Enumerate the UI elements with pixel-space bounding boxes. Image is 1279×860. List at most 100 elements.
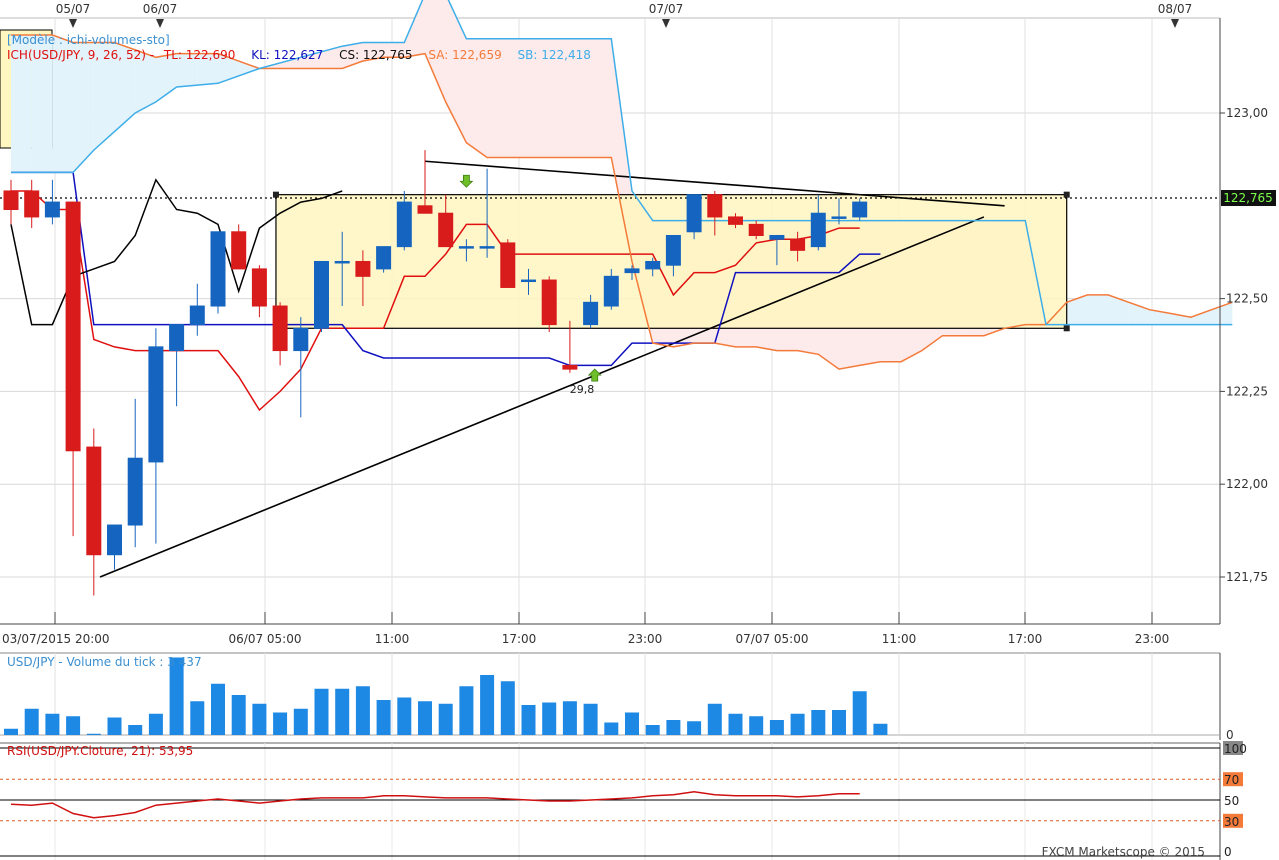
candle-body	[189, 305, 205, 326]
candle-body	[231, 231, 247, 270]
volume-bar	[148, 713, 163, 735]
time-tick-label: 03/07/2015 20:00	[2, 632, 110, 646]
cloud-segment	[218, 53, 239, 84]
candle-body	[417, 205, 433, 214]
cloud-segment	[590, 38, 612, 158]
candle-body	[541, 279, 557, 326]
signal-markers	[459, 174, 602, 382]
candle	[479, 168, 495, 258]
volume-panel[interactable]: USD/JPY - Volume du tick : 3 437 0	[0, 652, 1234, 742]
cloud-segment	[321, 46, 343, 69]
candle-body	[44, 201, 60, 218]
cloud-segment	[342, 42, 363, 69]
candle-body	[707, 194, 723, 218]
rsi-tick-label: 100	[1224, 742, 1247, 756]
range-box-handle	[1063, 325, 1070, 332]
volume-bar	[314, 688, 329, 735]
candle	[728, 213, 743, 229]
range-box-handle	[272, 191, 279, 198]
candle	[24, 179, 40, 229]
cloud-segment	[487, 38, 508, 158]
volume-bar	[45, 713, 60, 735]
top-date-label: 05/07	[56, 2, 91, 16]
trendline	[99, 216, 985, 578]
volume-bar	[273, 712, 288, 735]
cloud-segment	[11, 35, 32, 173]
volume-bar	[418, 701, 432, 735]
candle	[127, 398, 143, 548]
cloud-segment	[1066, 294, 1088, 325]
rsi-tick-label: 50	[1224, 794, 1239, 808]
rsi-tick-badge	[1223, 772, 1243, 787]
cloud-segment	[1170, 313, 1191, 325]
candle-body	[728, 216, 743, 225]
candle-body	[603, 275, 619, 307]
top-date-label: 08/07	[1158, 2, 1193, 16]
candle	[852, 198, 868, 221]
candle-body	[562, 364, 578, 370]
candle-body	[500, 242, 516, 288]
rsi-grid	[0, 743, 1220, 860]
date-marker-icon	[156, 19, 164, 28]
date-marker-icon	[1171, 19, 1179, 28]
signal-down-arrow-icon	[459, 174, 474, 188]
candle-body	[355, 260, 371, 277]
candle	[521, 268, 536, 295]
volume-bar	[769, 720, 784, 735]
candle-body	[521, 279, 536, 283]
candle	[769, 234, 785, 266]
candle	[603, 268, 619, 310]
candle-body	[458, 246, 474, 249]
cloud-segment	[114, 42, 136, 132]
candle	[169, 324, 185, 407]
volume-bar	[252, 703, 267, 735]
volume-bar	[397, 697, 412, 735]
legend-sa: SA: 122,659	[428, 48, 501, 62]
candle	[86, 428, 102, 596]
time-tick-label: 07/07 05:00	[736, 632, 809, 646]
volume-bar	[24, 708, 39, 735]
trendlines[interactable]	[99, 160, 1005, 578]
candle	[376, 246, 392, 273]
rsi-tick-label: 30	[1224, 815, 1239, 829]
volume-bar	[66, 716, 81, 735]
volume-bar	[231, 695, 246, 735]
legend-cs: CS: 122,765	[339, 48, 412, 62]
candle	[562, 320, 578, 373]
legend-kl: KL: 122,627	[251, 48, 323, 62]
cloud-segment	[569, 38, 591, 158]
candle-body	[438, 212, 454, 248]
rsi-line	[10, 790, 860, 819]
candle	[251, 265, 267, 318]
volume-bar	[687, 721, 702, 735]
cloud-segment	[1108, 294, 1129, 325]
rsi-panel[interactable]: RSI(USD/JPY.Cloture, 21): 53,95 100 70 50 3…	[0, 741, 1247, 860]
price-panel[interactable]: 29,8 [Modèle : ichi-volumes-sto] ICH(USD…	[0, 0, 1276, 646]
candle	[148, 328, 164, 544]
top-date-label: 07/07	[649, 2, 684, 16]
candle-body	[748, 223, 764, 236]
volume-bar	[86, 733, 101, 735]
rsi-tick-badge	[1223, 741, 1243, 755]
top-date-label: 06/07	[143, 2, 178, 16]
candle	[458, 239, 474, 262]
cloud-segment	[549, 38, 570, 158]
volume-bar	[707, 703, 722, 735]
candle	[272, 302, 288, 366]
candle	[107, 524, 122, 570]
cloud-segment	[176, 53, 198, 87]
volume-bars	[4, 657, 888, 735]
candle	[624, 265, 640, 281]
price-axis: 123,00 122,50 122,25 122,00 121,75	[1220, 106, 1268, 584]
candle-body	[169, 324, 185, 352]
cloud-segment	[197, 53, 218, 86]
cloud-segment	[52, 35, 74, 173]
cloud-segment	[528, 38, 550, 158]
time-axis: 03/07/2015 20:00 06/07 05:00 11:00 17:00 23:…	[2, 612, 1169, 646]
volume-bar	[335, 688, 350, 735]
candle-body	[396, 201, 412, 248]
candle-body	[314, 260, 329, 329]
candle	[293, 317, 309, 418]
candle-body	[24, 190, 40, 218]
